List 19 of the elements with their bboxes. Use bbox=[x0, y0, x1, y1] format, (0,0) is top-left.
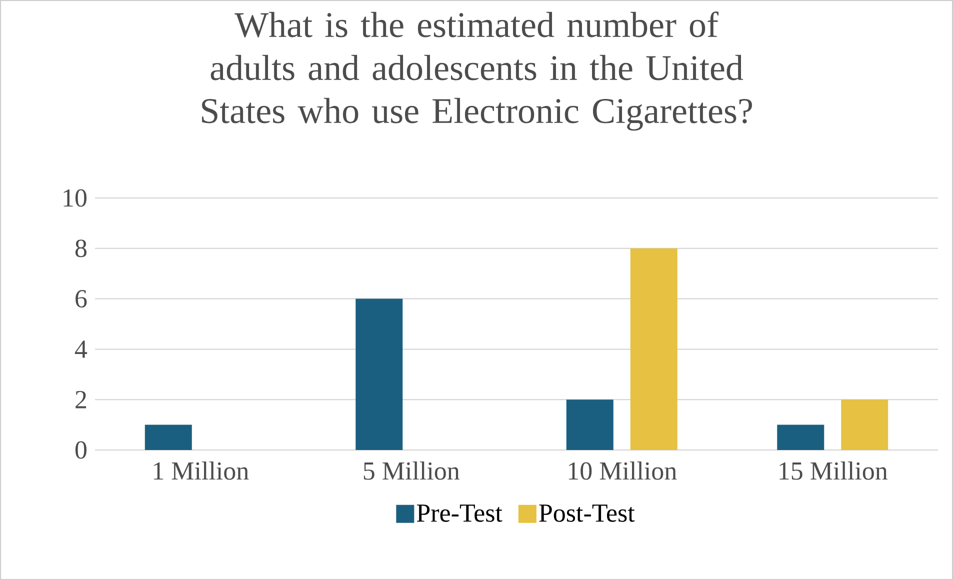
bar bbox=[356, 298, 403, 450]
bar bbox=[777, 424, 824, 450]
y-tick-label: 0 bbox=[75, 441, 86, 459]
y-tick-label: 10 bbox=[64, 189, 86, 207]
chart-title: What is the estimated number of adults and adolescents in the United States who use Electronic Cigarettes? bbox=[202, 12, 752, 131]
x-tick-label: 1 Million bbox=[154, 462, 249, 480]
y-tick-label: 6 bbox=[76, 290, 87, 308]
x-tick-label: 10 Million bbox=[568, 462, 677, 480]
x-tick-label: 15 Million bbox=[780, 462, 888, 480]
y-tick-label: 2 bbox=[76, 390, 86, 408]
y-tick-label: 8 bbox=[75, 240, 86, 258]
legend-label: Post-Test bbox=[539, 504, 635, 522]
bar bbox=[144, 424, 192, 450]
bar bbox=[630, 248, 678, 450]
bar bbox=[841, 400, 888, 450]
x-tick-label: 5 Million bbox=[364, 462, 460, 480]
bar bbox=[566, 400, 614, 450]
y-tick-label: 4 bbox=[74, 340, 88, 358]
legend-label: Pre-Test bbox=[416, 504, 502, 522]
